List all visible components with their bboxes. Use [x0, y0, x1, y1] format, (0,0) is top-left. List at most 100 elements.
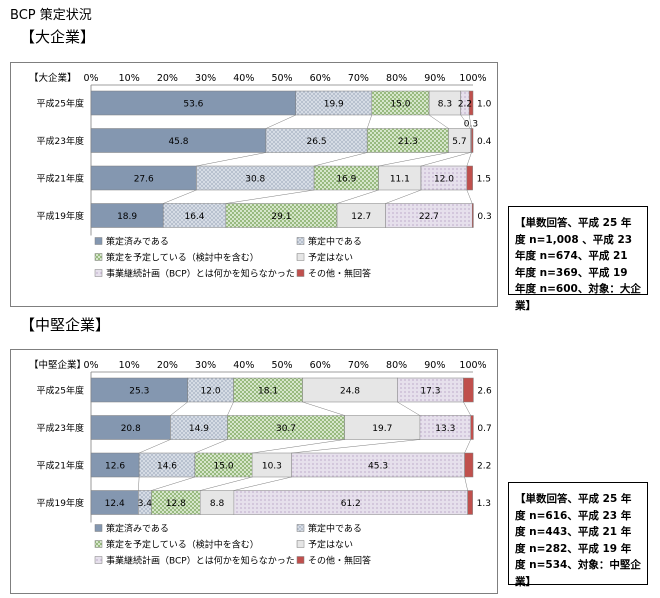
bar-segment [170, 415, 228, 440]
x-tick-label: 80% [386, 360, 407, 371]
legend-swatch [296, 237, 305, 245]
data-label: 30.8 [245, 175, 265, 185]
x-tick-label: 60% [310, 73, 331, 84]
data-label: 0.4 [477, 137, 492, 147]
x-tick-label: 0% [83, 73, 98, 84]
bar-segment [378, 165, 422, 191]
connector-line [291, 439, 420, 454]
connector-line [170, 401, 188, 416]
legend-label: 策定済みである [106, 523, 169, 535]
bar-segment [470, 415, 474, 440]
data-label: 16.9 [336, 175, 356, 185]
connector-line [252, 439, 345, 454]
legend-label: 策定中である [308, 236, 362, 248]
legend-swatch [94, 524, 103, 532]
data-label: 11.1 [390, 175, 410, 185]
bar-segment [366, 128, 449, 153]
legend-label: 予定はない [308, 539, 353, 551]
x-tick-label: 70% [348, 73, 369, 84]
data-label: 12.0 [201, 387, 221, 397]
page-title: BCP 策定状況 [10, 8, 92, 23]
x-tick-label: 70% [348, 360, 369, 371]
bar-segment [90, 377, 188, 403]
connector-line [420, 152, 471, 167]
bar-segment [371, 90, 430, 116]
category-label: 平成23年度 [37, 422, 84, 434]
data-label: 0.3 [477, 212, 491, 222]
legend-label: 事業継続計画（BCP）とは何かを知らなかった [106, 555, 295, 567]
bar-segment [90, 203, 164, 228]
connector-line [302, 401, 345, 416]
x-tick-label: 0% [83, 360, 98, 371]
bar-segment [419, 415, 471, 440]
data-label: 2.2 [458, 100, 472, 110]
data-label: 10.3 [262, 462, 282, 472]
data-label: 53.6 [183, 100, 203, 110]
category-label: 平成25年度 [37, 98, 84, 110]
chart-mid: 【中堅企業】0% 10% 20% 30% 40% 50% 60% 70% 80% 90% 100% 平… [29, 359, 492, 567]
legend-label: 予定はない [308, 252, 353, 264]
category-label: 平成19年度 [37, 497, 84, 509]
data-label: 15.0 [214, 462, 234, 472]
bar-segment [295, 90, 373, 116]
x-tick-label: 30% [195, 73, 216, 84]
legend-label: 策定中である [308, 523, 362, 535]
bar-segment [200, 490, 235, 515]
bar-segment [467, 490, 473, 515]
legend-label: 策定を予定している（検討中を含む） [106, 252, 259, 264]
category-label: 平成19年度 [37, 210, 84, 222]
data-label: 27.6 [134, 175, 154, 185]
data-label: 29.1 [271, 212, 291, 222]
connector-line [336, 189, 379, 204]
connector-line [468, 114, 472, 129]
connector-line [466, 152, 472, 167]
bar-segment [138, 452, 196, 478]
data-label: 2.6 [477, 387, 492, 397]
data-label: 8.3 [438, 100, 452, 110]
connector-line [151, 476, 195, 491]
data-label: 20.8 [121, 424, 141, 434]
legend-label: 策定済みである [106, 236, 169, 248]
x-tick-label: 50% [271, 360, 292, 371]
bar-segment [90, 128, 267, 153]
bar-segment [420, 165, 468, 191]
connector-line [463, 401, 471, 416]
bar-segment [344, 415, 421, 440]
legend-label: その他・無回答 [308, 555, 371, 567]
data-label: 45.3 [368, 462, 388, 472]
x-tick-label: 100% [459, 73, 486, 84]
data-label: 30.7 [276, 424, 296, 434]
bar-segment [336, 203, 386, 228]
data-label: 2.2 [477, 462, 491, 472]
bar-segment [463, 377, 474, 403]
bar-segment [233, 490, 468, 515]
data-label: 3.4 [138, 499, 153, 509]
x-tick-label: 30% [195, 360, 216, 371]
connector-line [196, 152, 267, 167]
bar-segment [90, 415, 171, 440]
section-title-mid: 【中堅企業】 [20, 316, 111, 334]
x-tick-label: 50% [271, 73, 292, 84]
bar-segment [471, 128, 474, 153]
note-mid: 【単数回答、平成 25 年度 n=616、平成 23 年度 n=443、平成 2… [508, 482, 648, 588]
x-tick-label: 90% [424, 360, 445, 371]
category-label: 平成21年度 [37, 173, 84, 185]
bar-segment [90, 90, 297, 116]
legend-swatch [94, 253, 103, 261]
bar-segment [291, 452, 465, 478]
bar-segment [187, 377, 234, 403]
legend-swatch [296, 540, 305, 548]
x-tick-label: 60% [310, 360, 331, 371]
legend-label: 策定を予定している（検討中を含む） [106, 539, 259, 551]
connector-line [233, 476, 292, 491]
data-label: 22.7 [419, 212, 439, 222]
legend-swatch [94, 540, 103, 548]
connector-line [366, 114, 373, 129]
data-label: 45.8 [168, 137, 188, 147]
bar-segment [90, 165, 197, 191]
data-label: 19.7 [372, 424, 392, 434]
data-label: 21.3 [398, 137, 418, 147]
connector-line [138, 476, 140, 491]
connector-line [464, 439, 471, 454]
x-tick-label: 90% [424, 73, 445, 84]
